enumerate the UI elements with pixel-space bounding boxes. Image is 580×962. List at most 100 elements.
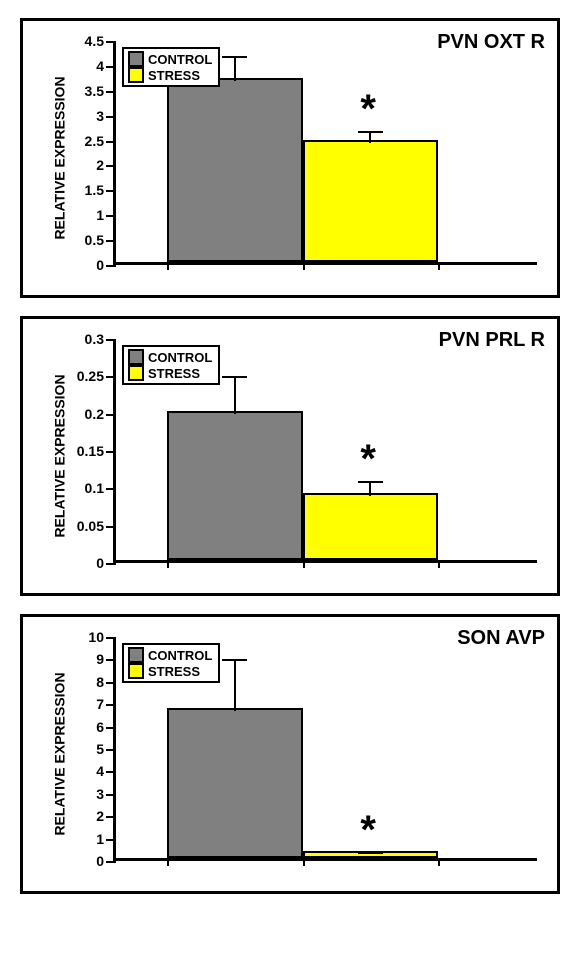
chart-stack: RELATIVE EXPRESSIONPVN OXT RCONTROLSTRES… bbox=[0, 18, 580, 894]
legend-label-stress: STRESS bbox=[148, 664, 200, 679]
chart-title: PVN OXT R bbox=[437, 31, 545, 54]
y-tick bbox=[106, 839, 116, 841]
chart-panel: RELATIVE EXPRESSIONPVN OXT RCONTROLSTRES… bbox=[20, 18, 560, 298]
legend-item-control: CONTROL bbox=[128, 349, 212, 365]
y-tick bbox=[106, 563, 116, 565]
y-tick-label: 3.5 bbox=[85, 83, 104, 99]
error-bar bbox=[234, 56, 236, 81]
x-tick bbox=[167, 262, 169, 270]
y-tick-label: 1.5 bbox=[85, 182, 104, 198]
y-tick bbox=[106, 414, 116, 416]
y-tick-label: 0.15 bbox=[77, 443, 104, 459]
plot-area: CONTROLSTRESS012345678910* bbox=[113, 637, 537, 861]
y-tick bbox=[106, 727, 116, 729]
error-bar bbox=[234, 376, 236, 413]
plot-area: CONTROLSTRESS00.050.10.150.20.250.3* bbox=[113, 339, 537, 563]
bar-stress bbox=[303, 140, 439, 262]
legend-swatch-stress bbox=[128, 365, 144, 381]
x-tick bbox=[303, 262, 305, 270]
legend-label-stress: STRESS bbox=[148, 366, 200, 381]
y-tick-label: 0 bbox=[96, 257, 104, 273]
bar-stress bbox=[303, 493, 439, 560]
y-tick bbox=[106, 165, 116, 167]
legend-item-control: CONTROL bbox=[128, 51, 212, 67]
y-tick bbox=[106, 141, 116, 143]
y-tick bbox=[106, 451, 116, 453]
y-tick bbox=[106, 749, 116, 751]
y-tick bbox=[106, 91, 116, 93]
y-tick-label: 3 bbox=[96, 108, 104, 124]
error-cap bbox=[222, 376, 247, 378]
legend-swatch-control bbox=[128, 647, 144, 663]
y-tick-label: 1 bbox=[96, 831, 104, 847]
chart-title: PVN PRL R bbox=[439, 329, 545, 352]
legend-swatch-control bbox=[128, 51, 144, 67]
chart-panel: RELATIVE EXPRESSIONSON AVPCONTROLSTRESS0… bbox=[20, 614, 560, 894]
error-bar bbox=[234, 659, 236, 711]
y-tick bbox=[106, 265, 116, 267]
y-axis-label: RELATIVE EXPRESSION bbox=[52, 76, 68, 239]
legend-label-control: CONTROL bbox=[148, 52, 212, 67]
y-tick bbox=[106, 41, 116, 43]
significance-marker: * bbox=[360, 437, 376, 482]
y-tick-label: 5 bbox=[96, 741, 104, 757]
y-tick-label: 6 bbox=[96, 719, 104, 735]
x-tick bbox=[303, 560, 305, 568]
legend-item-control: CONTROL bbox=[128, 647, 212, 663]
y-tick bbox=[106, 526, 116, 528]
x-tick bbox=[438, 262, 440, 270]
y-tick-label: 8 bbox=[96, 674, 104, 690]
y-tick-label: 2 bbox=[96, 808, 104, 824]
y-tick bbox=[106, 376, 116, 378]
x-tick bbox=[303, 858, 305, 866]
y-tick bbox=[106, 861, 116, 863]
y-tick bbox=[106, 771, 116, 773]
chart-panel: RELATIVE EXPRESSIONPVN PRL RCONTROLSTRES… bbox=[20, 316, 560, 596]
legend: CONTROLSTRESS bbox=[122, 47, 220, 87]
y-tick-label: 4.5 bbox=[85, 33, 104, 49]
bar-control bbox=[167, 78, 303, 262]
legend-item-stress: STRESS bbox=[128, 365, 212, 381]
y-tick-label: 0.05 bbox=[77, 518, 104, 534]
y-tick bbox=[106, 704, 116, 706]
x-tick bbox=[438, 858, 440, 866]
legend-label-control: CONTROL bbox=[148, 350, 212, 365]
bar-control bbox=[167, 708, 303, 858]
error-cap bbox=[222, 56, 247, 58]
y-tick bbox=[106, 190, 116, 192]
y-axis-label: RELATIVE EXPRESSION bbox=[52, 672, 68, 835]
y-tick-label: 7 bbox=[96, 696, 104, 712]
y-tick bbox=[106, 659, 116, 661]
x-tick bbox=[167, 560, 169, 568]
legend-swatch-stress bbox=[128, 67, 144, 83]
y-tick bbox=[106, 240, 116, 242]
bar-control bbox=[167, 411, 303, 560]
legend-item-stress: STRESS bbox=[128, 663, 212, 679]
y-tick-label: 0.3 bbox=[85, 331, 104, 347]
legend-item-stress: STRESS bbox=[128, 67, 212, 83]
y-tick-label: 2 bbox=[96, 157, 104, 173]
y-tick bbox=[106, 816, 116, 818]
y-axis-label: RELATIVE EXPRESSION bbox=[52, 374, 68, 537]
y-tick-label: 9 bbox=[96, 651, 104, 667]
y-tick bbox=[106, 637, 116, 639]
y-tick-label: 0.5 bbox=[85, 232, 104, 248]
y-tick-label: 4 bbox=[96, 763, 104, 779]
y-tick-label: 0 bbox=[96, 853, 104, 869]
x-tick bbox=[438, 560, 440, 568]
legend-label-control: CONTROL bbox=[148, 648, 212, 663]
y-tick-label: 0.2 bbox=[85, 406, 104, 422]
y-tick bbox=[106, 488, 116, 490]
legend: CONTROLSTRESS bbox=[122, 345, 220, 385]
x-tick bbox=[167, 858, 169, 866]
significance-marker: * bbox=[360, 87, 376, 132]
chart-title: SON AVP bbox=[457, 627, 545, 650]
y-tick bbox=[106, 682, 116, 684]
y-tick-label: 4 bbox=[96, 58, 104, 74]
y-tick-label: 1 bbox=[96, 207, 104, 223]
y-tick-label: 2.5 bbox=[85, 133, 104, 149]
y-tick-label: 0 bbox=[96, 555, 104, 571]
y-tick bbox=[106, 116, 116, 118]
y-tick-label: 0.25 bbox=[77, 368, 104, 384]
plot-area: CONTROLSTRESS00.511.522.533.544.5* bbox=[113, 41, 537, 265]
